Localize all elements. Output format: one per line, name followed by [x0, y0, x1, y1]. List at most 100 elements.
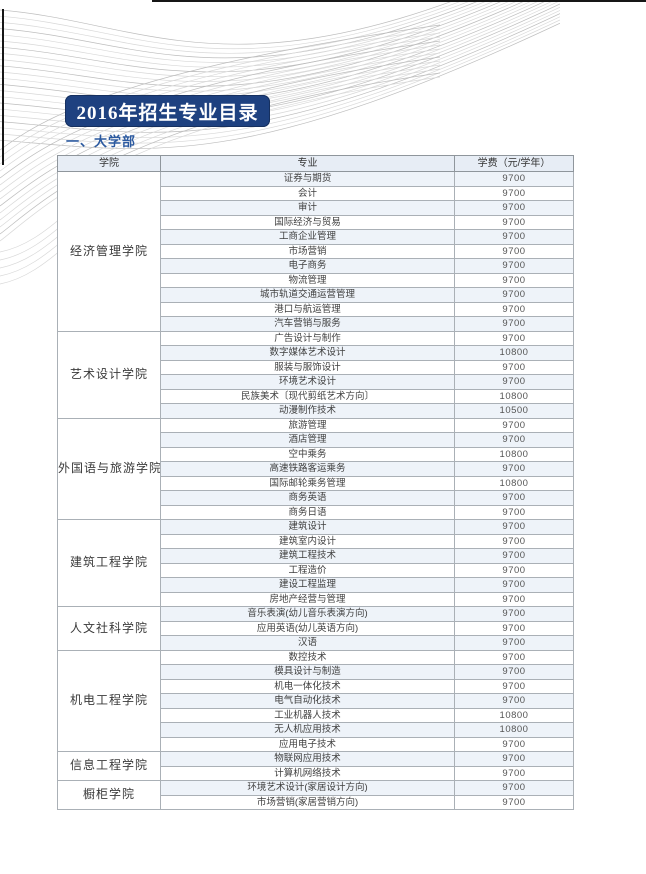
table-row: 国际经济与贸易 9700: [58, 214, 574, 230]
table-row: 商务英语 9700: [58, 490, 574, 506]
table-row: 动漫制作技术 10500: [58, 403, 574, 419]
fee-cell: 9700: [454, 533, 574, 549]
fee-cell: 9700: [454, 287, 574, 303]
major-cell: 模具设计与制造: [160, 664, 455, 680]
table-row: 机电工程学院 数控技术 9700: [57, 649, 574, 752]
fee-cell: 10800: [454, 722, 574, 738]
table-row: 无人机应用技术 10800: [58, 722, 574, 738]
college-cell: 外国语与旅游学院: [57, 417, 161, 520]
table-row: 城市轨道交通运营管理 9700: [58, 287, 574, 303]
col-header-college: 学院: [57, 155, 161, 172]
college-cell: 信息工程学院: [57, 751, 161, 781]
major-cell: 建筑工程技术: [160, 548, 455, 564]
page-left-border: [2, 9, 4, 165]
fee-cell: 9700: [454, 606, 574, 622]
major-cell: 电气自动化技术: [160, 693, 455, 709]
fee-cell: 10800: [454, 475, 574, 491]
table-row: 建筑室内设计 9700: [58, 533, 574, 549]
fee-cell: 9700: [454, 258, 574, 274]
table-row: 橱柜学院 环境艺术设计(家居设计方向) 9700: [57, 780, 574, 810]
page-title: 2016年招生专业目录: [76, 102, 259, 124]
major-cell: 应用英语(幼儿英语方向): [160, 620, 455, 636]
fee-cell: 9700: [454, 432, 574, 448]
fee-cell: 9700: [454, 316, 574, 332]
major-cell: 商务日语: [160, 504, 455, 520]
major-cell: 音乐表演(幼儿音乐表演方向): [160, 606, 455, 622]
fee-cell: 10800: [454, 446, 574, 462]
fee-cell: 10500: [454, 403, 574, 419]
page-top-border: [152, 0, 646, 2]
fee-cell: 9700: [454, 649, 574, 665]
major-cell: 物联网应用技术: [160, 751, 455, 767]
college-cell: 机电工程学院: [57, 649, 161, 752]
fee-cell: 9700: [454, 214, 574, 230]
fee-cell: 9700: [454, 330, 574, 346]
major-cell: 市场营销(家居营销方向): [160, 794, 455, 810]
major-cell: 环境艺术设计: [160, 374, 455, 390]
fee-cell: 10800: [454, 388, 574, 404]
major-cell: 工商企业管理: [160, 229, 455, 245]
fee-cell: 9700: [454, 461, 574, 477]
major-cell: 服装与服饰设计: [160, 359, 455, 375]
col-header-major: 专业: [160, 155, 455, 172]
table-row: 机电一体化技术 9700: [58, 678, 574, 694]
fee-cell: 9700: [454, 664, 574, 680]
major-cell: 国际经济与贸易: [160, 214, 455, 230]
table-row: 市场营销(家居营销方向) 9700: [58, 794, 574, 810]
table-row: 服装与服饰设计 9700: [58, 359, 574, 375]
college-cell: 艺术设计学院: [57, 330, 161, 419]
major-cell: 广告设计与制作: [160, 330, 455, 346]
table-row: 建设工程监理 9700: [58, 577, 574, 593]
college-cell: 橱柜学院: [57, 780, 161, 810]
col-header-fee: 学费（元/学年）: [454, 155, 574, 172]
fee-cell: 9700: [454, 635, 574, 651]
major-cell: 工业机器人技术: [160, 707, 455, 723]
table-row: 空中乘务 10800: [58, 446, 574, 462]
table-row: 应用英语(幼儿英语方向) 9700: [58, 620, 574, 636]
fee-cell: 9700: [454, 562, 574, 578]
table-row: 物流管理 9700: [58, 272, 574, 288]
fee-cell: 9700: [454, 577, 574, 593]
fee-cell: 9700: [454, 359, 574, 375]
fee-cell: 9700: [454, 243, 574, 259]
fee-cell: 9700: [454, 504, 574, 520]
major-cell: 数字媒体艺术设计: [160, 345, 455, 361]
major-cell: 市场营销: [160, 243, 455, 259]
fee-cell: 9700: [454, 229, 574, 245]
major-cell: 环境艺术设计(家居设计方向): [160, 780, 455, 796]
major-cell: 物流管理: [160, 272, 455, 288]
fee-cell: 10800: [454, 707, 574, 723]
fee-cell: 9700: [454, 171, 574, 187]
title-badge: 2016年招生专业目录: [65, 95, 270, 127]
fee-cell: 10800: [454, 345, 574, 361]
fee-cell: 9700: [454, 374, 574, 390]
major-cell: 旅游管理: [160, 417, 455, 433]
table-row: 民族美术〔现代剪纸艺术方向〕 10800: [58, 388, 574, 404]
major-cell: 审计: [160, 200, 455, 216]
table-row: 信息工程学院 物联网应用技术 9700: [57, 751, 574, 781]
fee-cell: 9700: [454, 548, 574, 564]
major-cell: 数控技术: [160, 649, 455, 665]
catalog-table: 学院 专业 学费（元/学年） 经济管理学院 证券与期货 9700 会计 9700 审计 97…: [57, 155, 574, 810]
table-row: 环境艺术设计 9700: [58, 374, 574, 390]
table-row: 房地产经营与管理 9700: [58, 591, 574, 607]
table-row: 艺术设计学院 广告设计与制作 9700: [57, 330, 574, 419]
college-cell: 人文社科学院: [57, 606, 161, 651]
fee-cell: 9700: [454, 417, 574, 433]
major-cell: 会计: [160, 185, 455, 201]
table-row: 工商企业管理 9700: [58, 229, 574, 245]
major-cell: 空中乘务: [160, 446, 455, 462]
table-row: 商务日语 9700: [58, 504, 574, 520]
table-row: 工业机器人技术 10800: [58, 707, 574, 723]
major-cell: 商务英语: [160, 490, 455, 506]
major-cell: 证券与期货: [160, 171, 455, 187]
table-row: 酒店管理 9700: [58, 432, 574, 448]
fee-cell: 9700: [454, 620, 574, 636]
fee-cell: 9700: [454, 591, 574, 607]
major-cell: 计算机网络技术: [160, 765, 455, 781]
major-cell: 机电一体化技术: [160, 678, 455, 694]
table-row: 外国语与旅游学院 旅游管理 9700: [57, 417, 574, 520]
major-cell: 国际邮轮乘务管理: [160, 475, 455, 491]
fee-cell: 9700: [454, 794, 574, 810]
